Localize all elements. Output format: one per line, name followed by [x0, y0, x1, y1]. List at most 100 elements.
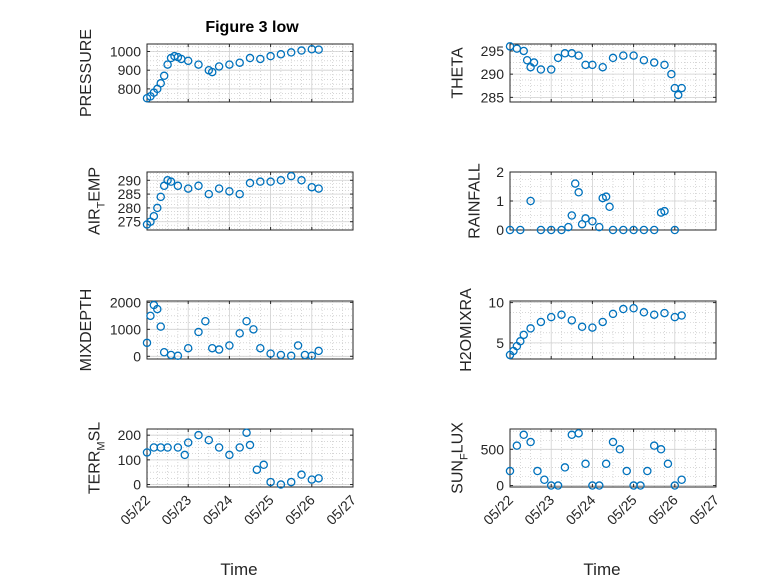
- data-point: [615, 445, 625, 454]
- y-tick-label: 1000: [110, 321, 141, 337]
- data-point: [156, 192, 165, 202]
- data-point: [297, 176, 306, 185]
- subplot-terr-msl: 0 100 200 TERRMSL 05/22 05/23 05/24 05/25 05/26 0…: [87, 422, 360, 579]
- y-tick-label: 0: [496, 478, 504, 494]
- data-point: [639, 55, 649, 65]
- data-point: [546, 312, 556, 322]
- data-point: [519, 430, 528, 440]
- data-point: [619, 304, 628, 314]
- data-point: [660, 60, 669, 70]
- data-point: [577, 322, 587, 332]
- data-point: [300, 350, 310, 360]
- x-tick-label: 05/24: [562, 492, 598, 528]
- data-point: [670, 481, 680, 490]
- data-point: [201, 316, 210, 326]
- data-point: [553, 481, 563, 490]
- data-point: [622, 466, 631, 476]
- y-axis-label: PRESSURE: [78, 29, 95, 117]
- data-point: [314, 45, 323, 54]
- data-point: [619, 225, 628, 235]
- data-point: [660, 308, 669, 318]
- data-point: [266, 349, 275, 358]
- data-point: [595, 222, 604, 232]
- y-tick-label: 290: [118, 172, 142, 188]
- data-point: [163, 60, 172, 69]
- y-axis-label: THETA: [450, 47, 467, 99]
- y-tick-label: 2: [496, 164, 504, 180]
- data-point: [245, 178, 255, 188]
- data-point: [560, 463, 570, 472]
- data-point: [170, 51, 179, 61]
- data-point: [286, 477, 296, 487]
- y-tick-label: 2000: [110, 294, 141, 310]
- data-point: [567, 211, 577, 220]
- data-point: [505, 225, 515, 235]
- data-point: [557, 225, 566, 235]
- y-tick-label: 290: [481, 66, 505, 82]
- x-tick-label: 05/25: [241, 492, 277, 528]
- data-point: [598, 62, 607, 72]
- data-point: [629, 303, 638, 313]
- data-point: [649, 310, 659, 319]
- data-point: [156, 443, 165, 452]
- data-point: [297, 470, 306, 479]
- y-axis-label-part: EMP: [87, 167, 104, 202]
- data-point: [536, 65, 546, 74]
- axes-box: [509, 428, 717, 488]
- figure-title: Figure 3 low: [205, 19, 299, 36]
- data-point: [286, 48, 296, 57]
- data-point: [314, 346, 323, 356]
- data-point: [574, 51, 583, 60]
- axes-box: [509, 43, 717, 103]
- data-point: [574, 188, 583, 197]
- y-tick-label: 200: [118, 427, 142, 443]
- data-point: [536, 225, 546, 235]
- data-point: [159, 71, 169, 81]
- data-point: [194, 327, 203, 337]
- data-point: [183, 56, 193, 66]
- data-point: [207, 343, 217, 353]
- y-axis-label: TERRMSL: [87, 422, 108, 494]
- data-point: [204, 189, 214, 199]
- data-point: [639, 225, 649, 235]
- data-point: [656, 445, 666, 454]
- data-point: [183, 438, 193, 447]
- data-point: [245, 440, 255, 450]
- data-point: [173, 181, 183, 191]
- data-point: [553, 53, 563, 63]
- data-point: [225, 187, 234, 196]
- y-tick-label: 285: [481, 89, 505, 105]
- x-tick-label: 05/27: [686, 492, 722, 528]
- data-point: [166, 177, 176, 186]
- data-point: [286, 351, 296, 361]
- y-axis-label-part: LUX: [450, 422, 467, 453]
- data-point: [601, 459, 611, 469]
- data-point: [522, 55, 532, 65]
- data-point: [314, 474, 323, 483]
- axes-box: [146, 300, 354, 360]
- y-tick-label: 800: [118, 81, 142, 97]
- data-point: [235, 329, 244, 338]
- data-point: [526, 196, 535, 206]
- data-point: [225, 341, 234, 350]
- data-point: [173, 351, 183, 361]
- data-point: [526, 324, 535, 333]
- data-point: [595, 481, 604, 490]
- data-point: [540, 475, 549, 484]
- data-point: [259, 460, 268, 470]
- data-point: [297, 46, 306, 55]
- data-point: [256, 54, 265, 64]
- x-tick-label: 05/26: [282, 492, 318, 528]
- y-axis-label-subscript: T: [96, 201, 108, 208]
- data-point: [235, 443, 244, 452]
- data-point: [242, 316, 251, 326]
- data-point: [173, 443, 183, 452]
- x-tick-label: 05/22: [480, 492, 516, 528]
- data-point: [256, 177, 265, 186]
- data-point: [588, 60, 597, 70]
- data-point: [225, 60, 234, 69]
- subplot-pressure: 800 900 1000 PRESSURE: [78, 29, 354, 117]
- data-point: [214, 345, 224, 354]
- data-point: [307, 351, 317, 361]
